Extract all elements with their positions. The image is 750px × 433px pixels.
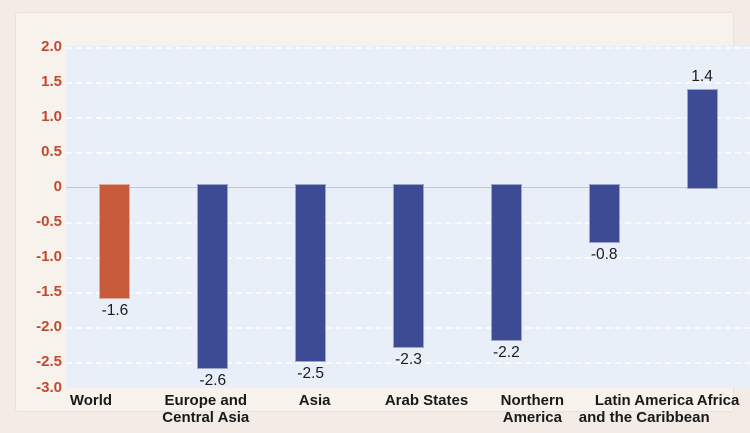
gridline [66, 82, 750, 84]
y-axis-tick-label: 0 [53, 178, 62, 195]
bar-world [99, 184, 131, 299]
y-axis-tick-label: -0.5 [36, 213, 62, 230]
y-axis-tick-label: 2.0 [41, 38, 62, 55]
bar-value-label: -2.3 [395, 351, 422, 368]
bar-europe-and-central-asia [197, 184, 229, 369]
bar-arab-states [393, 184, 424, 348]
x-axis-category-label: World [69, 392, 113, 409]
gridline [66, 117, 750, 119]
bar-africa [686, 89, 718, 189]
bar-latin-america-and-the-caribbean [588, 184, 620, 243]
y-axis-tick-label: -1.5 [36, 283, 62, 300]
gridline [66, 47, 750, 49]
x-axis-category-label: Arab States [384, 392, 469, 409]
bar-asia [295, 184, 327, 362]
x-axis-category-label: Asia [298, 392, 331, 409]
gridline [66, 362, 750, 364]
y-axis-tick-label: -3.0 [36, 379, 62, 396]
bar-value-label: -2.6 [199, 372, 227, 389]
bar-northern-america [490, 184, 522, 341]
gridline [66, 152, 750, 154]
y-axis-tick-label: -1.0 [36, 248, 62, 265]
y-axis-tick-label: -2.0 [36, 318, 62, 335]
chart-canvas: -1.6 -2.6 -2.5 -2.3 -2.2 -0.8 1.4 2.0 1.5 1.0 0.5… [15, 12, 750, 426]
bar-value-label: 1.4 [691, 68, 713, 85]
bar-value-label: -1.6 [101, 302, 129, 319]
y-axis-tick-label: 1.5 [41, 73, 62, 90]
plot-area: -1.6 -2.6 -2.5 -2.3 -2.2 -0.8 1.4 [66, 46, 750, 389]
bar-value-label: -0.8 [590, 246, 618, 263]
y-axis-tick-label: 1.0 [41, 108, 62, 125]
x-axis-category-label: Europe and Central Asia [162, 392, 250, 426]
bar-value-label: -2.2 [492, 344, 520, 361]
x-axis-category-label: Latin America and the Caribbean [578, 392, 710, 426]
x-axis-category-label: Northern America [500, 392, 565, 426]
y-axis-tick-label: 0.5 [41, 143, 62, 160]
x-axis-category-label: Africa [696, 392, 740, 409]
y-axis-tick-label: -2.5 [36, 353, 62, 370]
bar-value-label: -2.5 [297, 365, 324, 382]
